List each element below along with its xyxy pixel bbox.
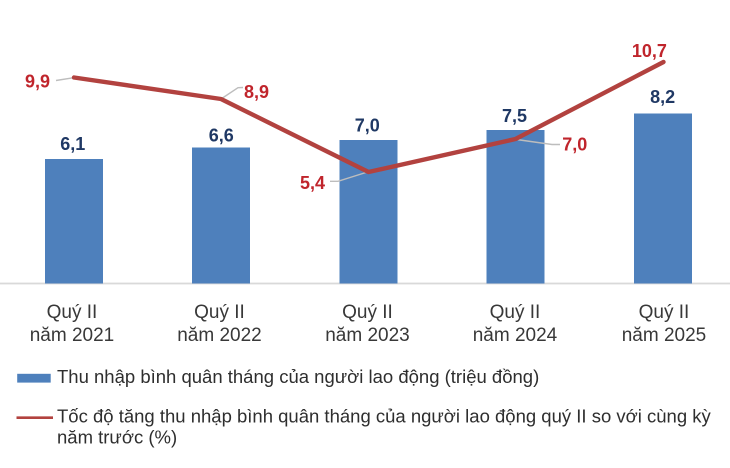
svg-text:7,0: 7,0 [562,135,587,155]
svg-text:Thu nhập bình quân tháng của n: Thu nhập bình quân tháng của người lao đ… [57,366,539,387]
svg-text:10,7: 10,7 [632,41,667,61]
svg-text:6,6: 6,6 [209,125,234,145]
svg-text:Quý II: Quý II [342,302,393,323]
svg-text:năm trước (%): năm trước (%) [57,427,177,448]
svg-text:năm 2024: năm 2024 [473,325,558,346]
svg-text:8,9: 8,9 [244,82,269,102]
svg-text:năm 2021: năm 2021 [30,325,115,346]
svg-text:Quý II: Quý II [490,302,541,323]
svg-text:5,4: 5,4 [300,173,325,193]
svg-text:Quý II: Quý II [639,302,690,323]
svg-text:Quý II: Quý II [194,302,245,323]
svg-text:Tốc độ tăng thu nhập bình quân: Tốc độ tăng thu nhập bình quân tháng của… [57,405,712,426]
svg-text:6,1: 6,1 [60,134,85,154]
svg-text:8,2: 8,2 [650,87,675,107]
svg-text:năm 2023: năm 2023 [325,325,410,346]
svg-text:7,5: 7,5 [502,106,527,126]
svg-text:năm 2025: năm 2025 [622,325,707,346]
svg-text:7,0: 7,0 [355,116,380,136]
svg-text:năm 2022: năm 2022 [177,325,262,346]
svg-text:Quý II: Quý II [47,302,98,323]
svg-text:9,9: 9,9 [25,72,50,92]
